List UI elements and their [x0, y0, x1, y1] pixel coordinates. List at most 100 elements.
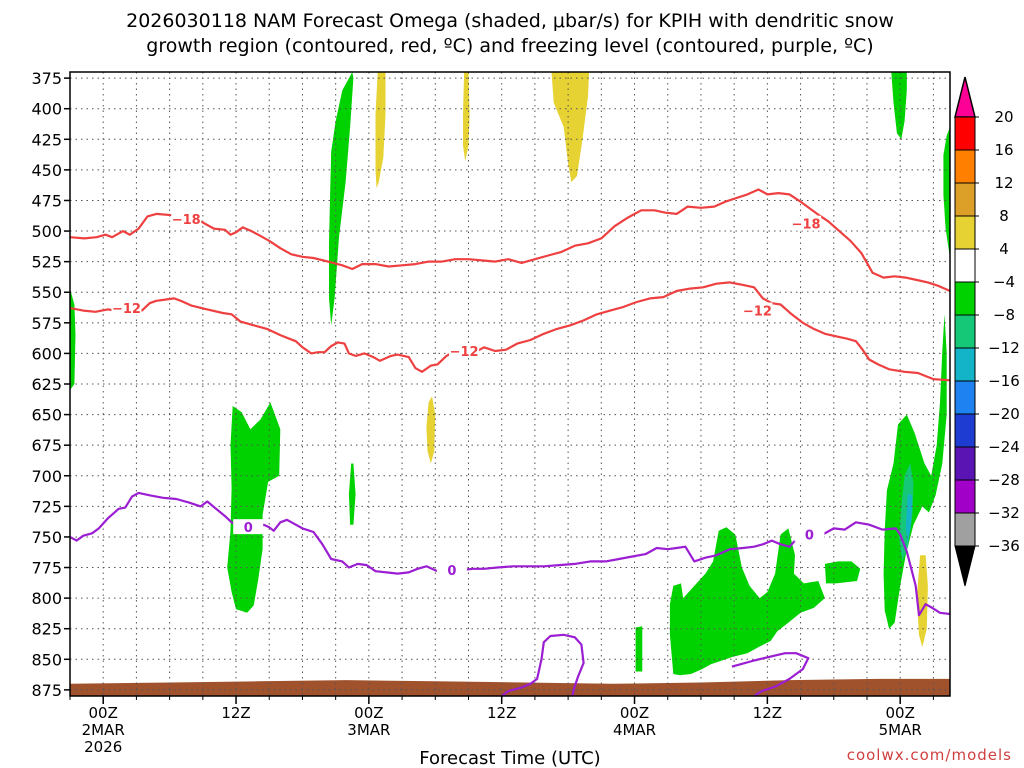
x-tick-label: 00Z — [886, 704, 915, 722]
y-tick-label: 875 — [31, 681, 62, 700]
contour-labels: −18 −18 −12 −12 −12 0 0 0 — [111, 210, 825, 579]
omega-region-sink — [375, 72, 386, 189]
y-tick-label: 825 — [31, 620, 62, 639]
contour-label-bg — [111, 300, 142, 316]
y-tick-label: 775 — [31, 559, 62, 578]
terrain — [70, 678, 950, 696]
colorbar-bottom-arrow — [954, 545, 976, 587]
contour-label: −12 — [112, 302, 141, 317]
colorbar-bin — [954, 182, 976, 217]
x-tick-label: 12Z — [753, 704, 782, 722]
contour-label-bg — [791, 215, 822, 231]
colorbar-bin — [954, 446, 976, 481]
colorbar-label: −32 — [988, 504, 1020, 522]
y-tick-label: 500 — [31, 222, 62, 241]
contour-0 — [501, 633, 585, 697]
contour-label: 0 — [805, 528, 814, 543]
x-tick-label: 00Z — [354, 704, 383, 722]
colorbar-label: −20 — [988, 405, 1020, 423]
y-tick-label: 425 — [31, 130, 62, 149]
colorbar: 20 16 12 8 4 −4 −8 −12 −16 −20 −24 −28 −32 −36 — [954, 76, 1020, 587]
omega-region-lift_weak — [824, 561, 861, 584]
contour-label: −18 — [792, 218, 821, 233]
y-tick-label: 725 — [31, 497, 62, 516]
y-tick-label: 700 — [31, 467, 62, 486]
colorbar-label: −16 — [988, 372, 1020, 390]
y-axis: 375 400 425 450 475 500 525 550 575 600 625 650 675 7… — [31, 69, 70, 700]
colorbar-label: −4 — [993, 273, 1015, 291]
x-tick-label: 4MAR — [613, 721, 656, 739]
x-tick-label: 2026 — [84, 738, 122, 756]
y-tick-label: 550 — [31, 283, 62, 302]
y-tick-label: 400 — [31, 100, 62, 119]
colorbar-label: 12 — [994, 174, 1013, 192]
omega-region-lift_weak — [70, 288, 76, 391]
colorbar-bin — [954, 413, 976, 448]
colorbar-label: −28 — [988, 471, 1020, 489]
contour-label-bg — [233, 519, 264, 535]
x-tick-label: 12Z — [487, 704, 516, 722]
contour-label-bg — [436, 561, 467, 577]
colorbar-bin — [954, 512, 976, 547]
contour-label: −12 — [450, 345, 479, 360]
omega-region-lift_weak — [348, 463, 356, 525]
y-tick-label: 600 — [31, 344, 62, 363]
colorbar-label: −12 — [988, 339, 1020, 357]
y-tick-label: 475 — [31, 191, 62, 210]
y-tick-label: 650 — [31, 406, 62, 425]
colorbar-bin — [954, 149, 976, 184]
y-tick-label: 525 — [31, 253, 62, 272]
contour-label-bg — [794, 526, 825, 542]
chart-title-line2: growth region (contoured, red, ºC) and f… — [146, 35, 873, 57]
x-tick-label: 00Z — [620, 704, 649, 722]
colorbar-label: 16 — [994, 141, 1013, 159]
omega-region-sink — [916, 555, 928, 648]
omega-region-sink — [463, 72, 470, 162]
contour-0 — [731, 652, 810, 697]
x-axis-label: Forecast Time (UTC) — [419, 748, 600, 768]
y-tick-label: 800 — [31, 589, 62, 608]
contour-label: −12 — [743, 305, 772, 320]
colorbar-top-arrow — [954, 76, 976, 118]
omega-region-lift_weak — [227, 402, 281, 613]
y-tick-label: 675 — [31, 436, 62, 455]
omega-shading — [70, 72, 950, 676]
omega-region-lift_weak — [891, 72, 907, 140]
omega-region-sink — [551, 72, 590, 183]
credit-text: coolwx.com/models — [847, 746, 1012, 764]
contour-label-bg — [449, 342, 480, 358]
contour-label: 0 — [244, 521, 253, 536]
colorbar-label: −36 — [988, 537, 1020, 555]
y-tick-label: 850 — [31, 650, 62, 669]
omega-region-lift_weak — [943, 127, 950, 258]
chart-title-line1: 2026030118 NAM Forecast Omega (shaded, μ… — [126, 10, 894, 32]
colorbar-label: −24 — [988, 438, 1020, 456]
colorbar-bin — [954, 314, 976, 349]
contour-label: 0 — [447, 564, 456, 579]
colorbar-bin — [954, 380, 976, 415]
contour-label-bg — [171, 210, 202, 226]
contour-label-bg — [742, 302, 773, 318]
omega-region-lift_weak — [669, 527, 825, 676]
colorbar-bin — [954, 347, 976, 382]
colorbar-label: 4 — [999, 240, 1009, 258]
x-tick-label: 00Z — [89, 704, 118, 722]
y-tick-label: 625 — [31, 375, 62, 394]
plot-area: −18 −18 −12 −12 −12 0 0 0 — [69, 71, 951, 697]
x-tick-label: 12Z — [221, 704, 250, 722]
colorbar-label: −8 — [993, 306, 1015, 324]
x-tick-label: 5MAR — [879, 721, 922, 739]
colorbar-bin — [954, 116, 976, 151]
omega-region-lift_weak — [883, 314, 947, 629]
colorbar-bin — [954, 479, 976, 514]
x-tick-label: 2MAR — [82, 721, 125, 739]
x-tick-label: 3MAR — [347, 721, 390, 739]
grid-lines — [69, 72, 950, 696]
contour--18 — [69, 188, 951, 293]
colorbar-bin — [954, 215, 976, 250]
omega-region-lift_weak — [635, 626, 643, 672]
omega-region-lift_mod — [899, 463, 914, 562]
contour-label: −18 — [172, 213, 201, 228]
